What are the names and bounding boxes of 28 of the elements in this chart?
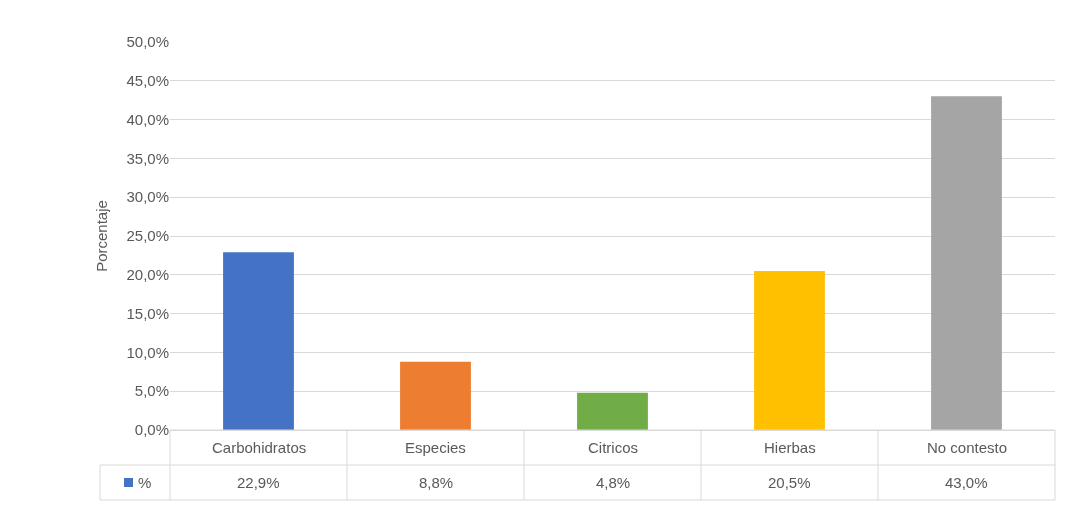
bar [400,361,471,430]
y-tick-label: 40,0% [126,110,169,128]
y-tick-label: 25,0% [126,227,169,245]
y-tick-label: 50,0% [126,33,169,51]
y-tick-label: 45,0% [126,72,169,90]
data-label: 8,8% [419,474,454,491]
y-tick-label: 20,0% [126,266,169,284]
x-tick-label: Carbohidratos [212,439,307,456]
bar [577,392,648,430]
bar [931,96,1002,430]
y-tick-label: 5,0% [134,382,169,400]
y-tick-label: 10,0% [126,343,169,361]
y-tick-label: 15,0% [126,304,169,322]
bar [754,270,825,430]
x-tick-label: Citricos [588,439,639,456]
y-axis-title: Porcentaje [92,200,110,272]
x-tick-label: Hierbas [764,439,816,456]
x-tick-label: No contesto [927,439,1008,456]
data-label: 43,0% [945,474,988,491]
data-label: 20,5% [768,474,811,491]
y-tick-label: 30,0% [126,188,169,206]
data-label: 22,9% [237,474,280,491]
y-tick-label: 0,0% [134,421,169,439]
legend-label: % [138,474,152,491]
data-label: 4,8% [596,474,631,491]
x-tick-label: Especies [405,439,466,456]
y-tick-label: 35,0% [126,149,169,167]
bar [223,252,294,430]
